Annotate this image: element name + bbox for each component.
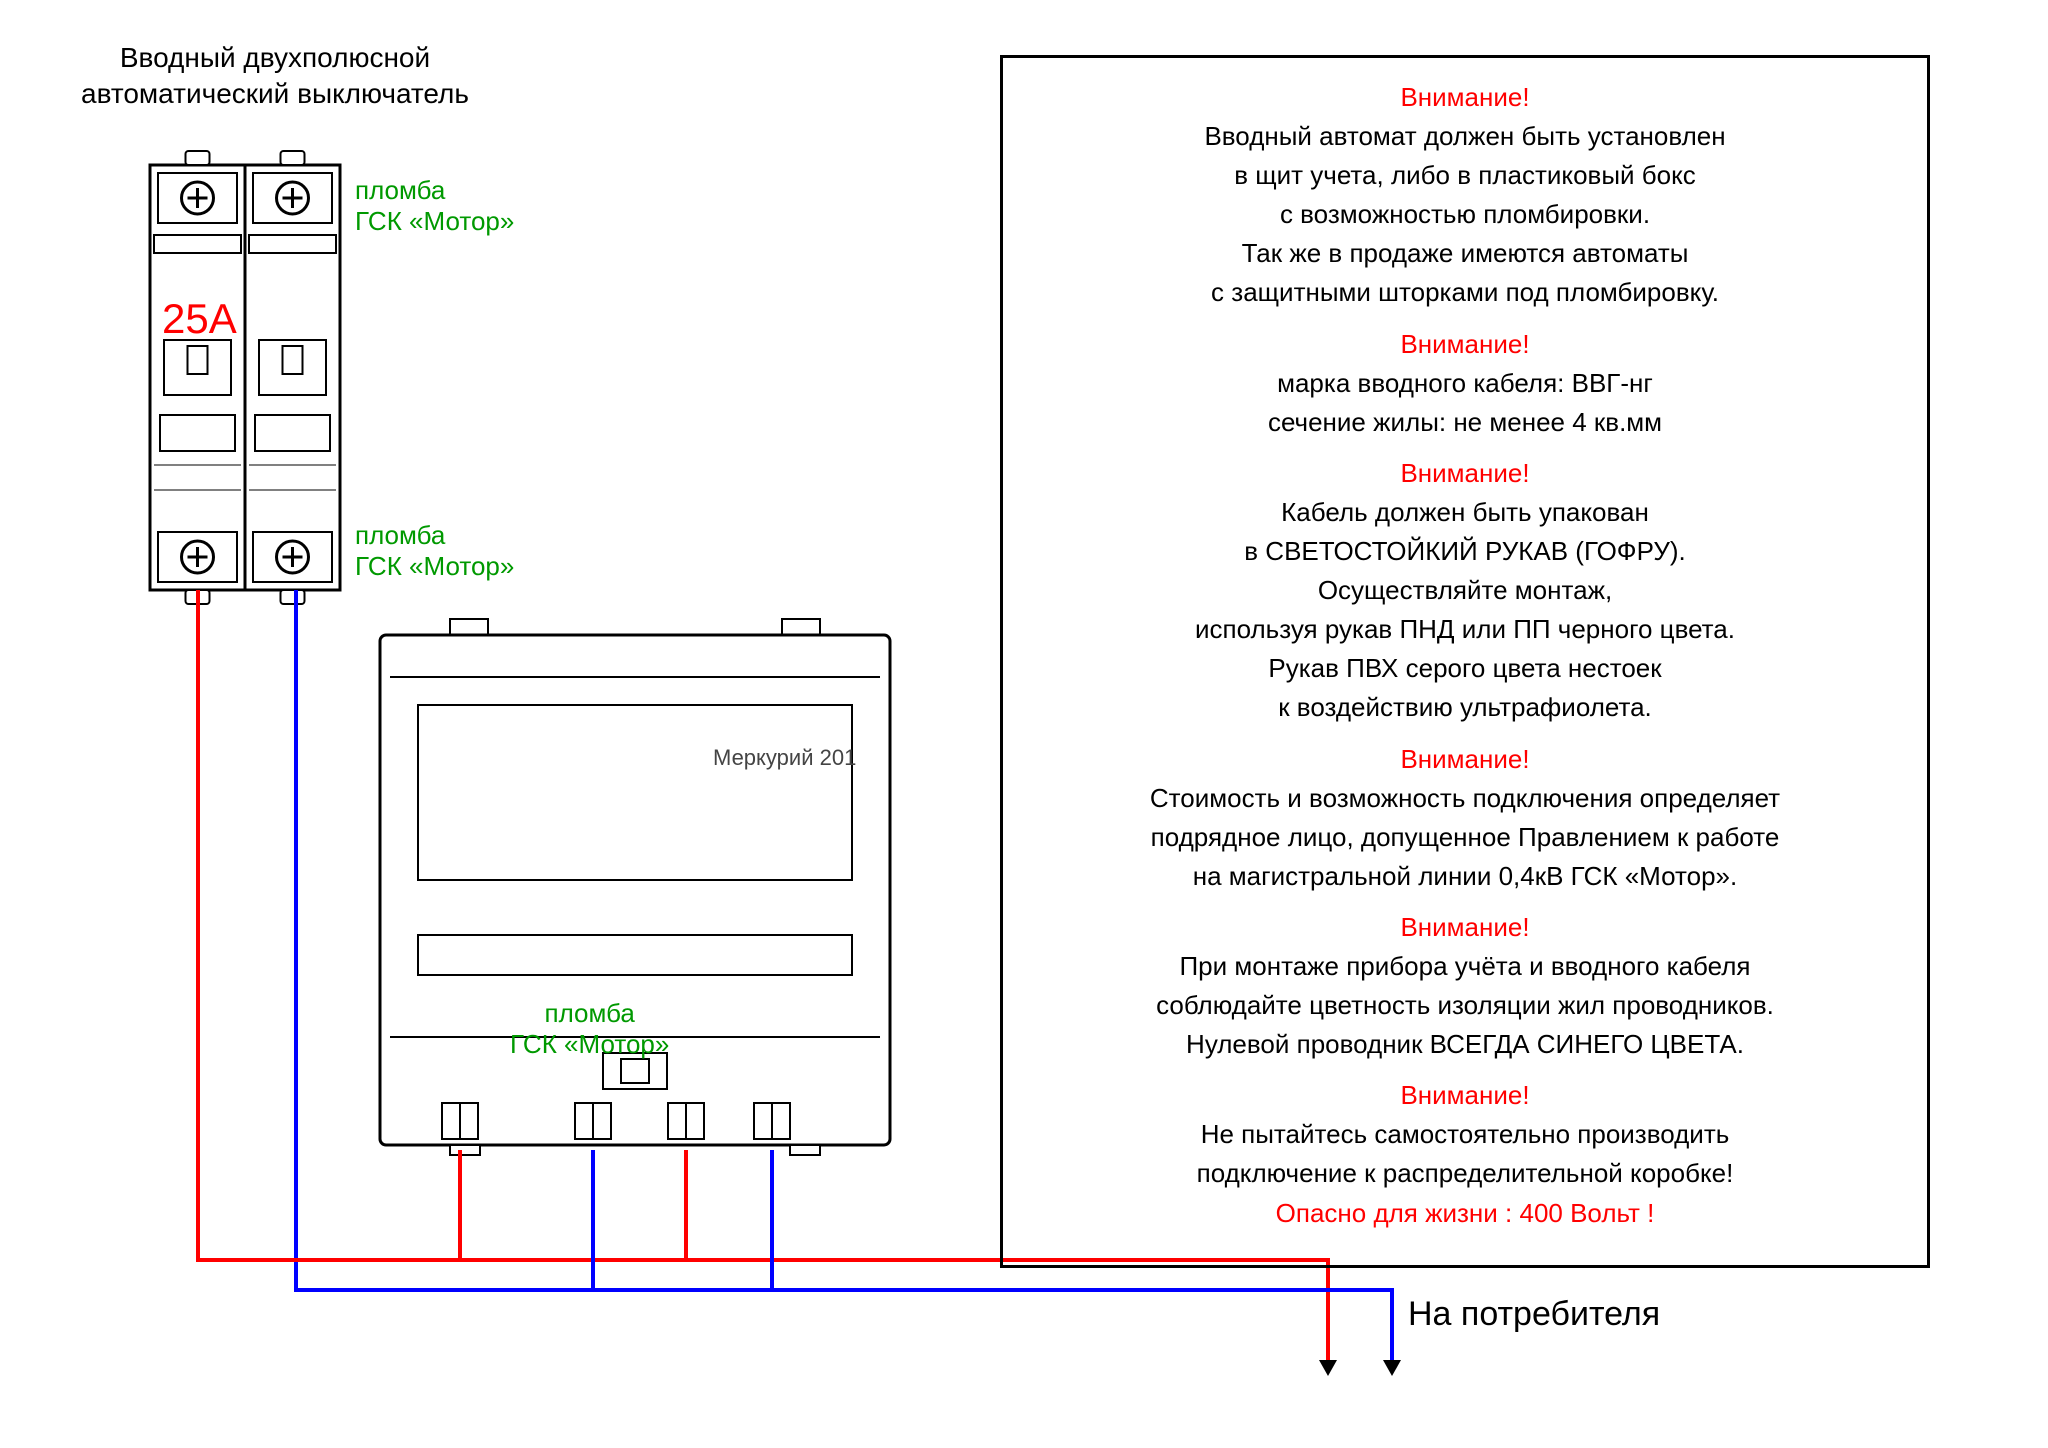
warning-line: к воздействию ультрафиолета.: [1043, 690, 1887, 725]
warning-line: подрядное лицо, допущенное Правлением к …: [1043, 820, 1887, 855]
warning-line: Рукав ПВХ серого цвета нестоек: [1043, 651, 1887, 686]
warning-line: Не пытайтесь самостоятельно производить: [1043, 1117, 1887, 1152]
output-label: На потребителя: [1408, 1295, 1660, 1334]
warning-line: Вводный автомат должен быть установлен: [1043, 119, 1887, 154]
warning-line: с защитными шторками под пломбировку.: [1043, 275, 1887, 310]
meter-model: Меркурий 201: [713, 745, 856, 771]
warning-line: сечение жилы: не менее 4 кв.мм: [1043, 405, 1887, 440]
warning-heading: Внимание!: [1043, 1078, 1887, 1113]
warning-line: марка вводного кабеля: ВВГ-нг: [1043, 366, 1887, 401]
warning-line: соблюдайте цветность изоляции жил провод…: [1043, 988, 1887, 1023]
breaker-seal-top-label: пломбаГСК «Мотор»: [355, 175, 514, 237]
danger-line: Опасно для жизни : 400 Вольт !: [1043, 1196, 1887, 1231]
warning-line: на магистральной линии 0,4кВ ГСК «Мотор»…: [1043, 859, 1887, 894]
warning-heading: Внимание!: [1043, 80, 1887, 115]
breaker-rating: 25А: [162, 295, 237, 343]
warning-heading: Внимание!: [1043, 910, 1887, 945]
warning-line: Так же в продаже имеются автоматы: [1043, 236, 1887, 271]
warning-line: При монтаже прибора учёта и вводного каб…: [1043, 949, 1887, 984]
warning-heading: Внимание!: [1043, 327, 1887, 362]
warning-line: в щит учета, либо в пластиковый бокс: [1043, 158, 1887, 193]
warning-line: Стоимость и возможность подключения опре…: [1043, 781, 1887, 816]
warning-heading: Внимание!: [1043, 742, 1887, 777]
warning-line: Нулевой проводник ВСЕГДА СИНЕГО ЦВЕТА.: [1043, 1027, 1887, 1062]
meter-seal-label: пломбаГСК «Мотор»: [510, 998, 669, 1060]
breaker-seal-bottom-label: пломбаГСК «Мотор»: [355, 520, 514, 582]
warning-panel: Внимание! Вводный автомат должен быть уст…: [1000, 55, 1930, 1268]
warning-line: Кабель должен быть упакован: [1043, 495, 1887, 530]
diagram-title: Вводный двухполюснойавтоматический выклю…: [40, 40, 510, 113]
circuit-breaker: [150, 151, 340, 604]
warning-line: подключение к распределительной коробке!: [1043, 1156, 1887, 1191]
warning-line: с возможностью пломбировки.: [1043, 197, 1887, 232]
electric-meter: [380, 619, 890, 1155]
warning-heading: Внимание!: [1043, 456, 1887, 491]
warning-line: используя рукав ПНД или ПП черного цвета…: [1043, 612, 1887, 647]
title-text: Вводный двухполюснойавтоматический выклю…: [81, 42, 469, 109]
warning-line: в СВЕТОСТОЙКИЙ РУКАВ (ГОФРУ).: [1043, 534, 1887, 569]
warning-line: Осуществляйте монтаж,: [1043, 573, 1887, 608]
